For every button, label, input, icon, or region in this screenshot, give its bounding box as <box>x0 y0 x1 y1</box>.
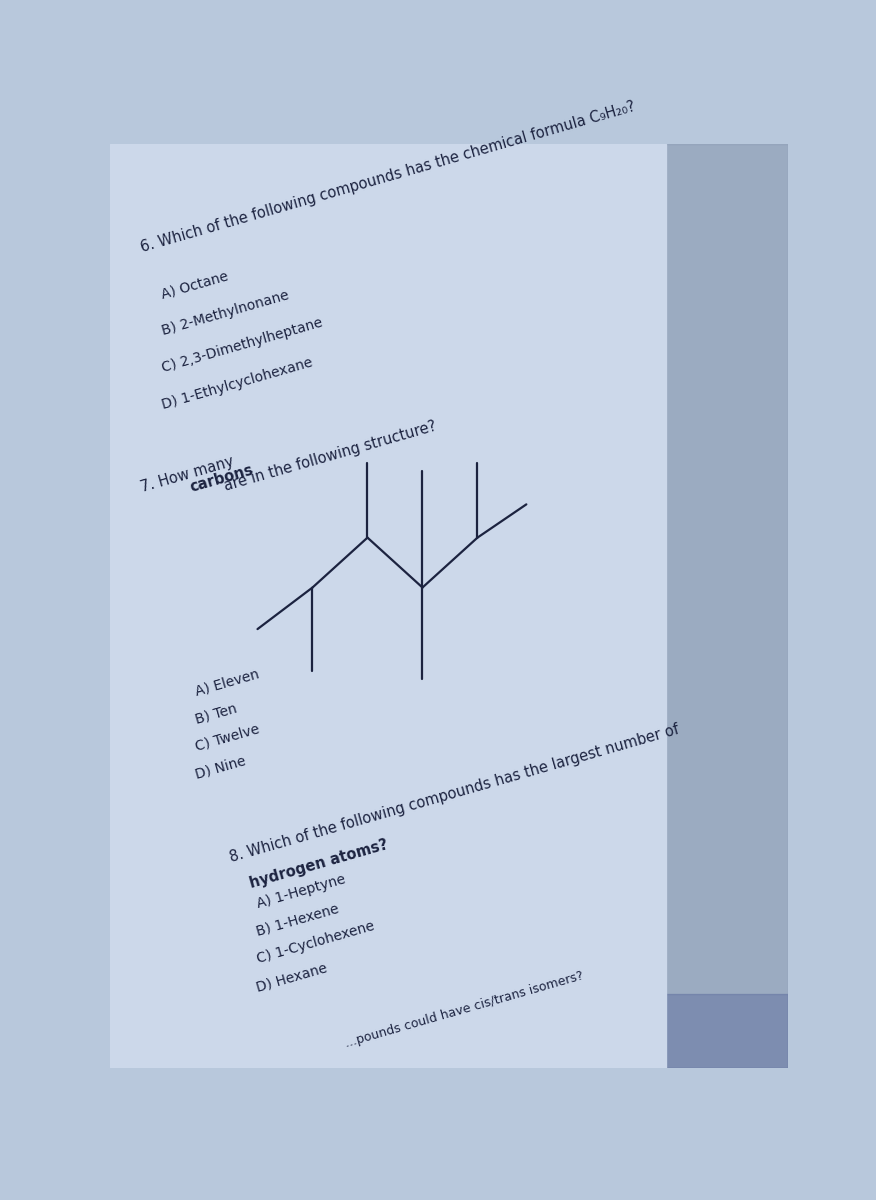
Text: D) Nine: D) Nine <box>194 754 248 781</box>
Polygon shape <box>666 144 788 1068</box>
Text: D) Hexane: D) Hexane <box>255 960 329 994</box>
Text: C) Twelve: C) Twelve <box>194 722 261 754</box>
Text: carbons: carbons <box>188 463 255 496</box>
Text: hydrogen atoms?: hydrogen atoms? <box>248 836 390 890</box>
Text: B) 1-Hexene: B) 1-Hexene <box>255 901 341 938</box>
Text: 7. How many: 7. How many <box>139 452 241 496</box>
Text: A) 1-Heptyne: A) 1-Heptyne <box>255 872 347 911</box>
Text: C) 1-Cyclohexene: C) 1-Cyclohexene <box>255 919 376 966</box>
Text: C) 2,3-Dimethylheptane: C) 2,3-Dimethylheptane <box>160 316 324 374</box>
Text: B) Ten: B) Ten <box>194 701 239 726</box>
Text: A) Eleven: A) Eleven <box>194 667 261 698</box>
Text: are in the following structure?: are in the following structure? <box>218 419 438 496</box>
Text: 8. Which of the following compounds has the largest number of: 8. Which of the following compounds has … <box>228 721 681 865</box>
Text: 6. Which of the following compounds has the chemical formula C₉H₂₀?: 6. Which of the following compounds has … <box>139 98 638 254</box>
Text: A) Octane: A) Octane <box>160 269 230 301</box>
Text: D) 1-Ethylcyclohexane: D) 1-Ethylcyclohexane <box>160 355 314 412</box>
Text: B) 2-Methylnonane: B) 2-Methylnonane <box>160 288 291 338</box>
Polygon shape <box>110 144 666 1068</box>
Text: ...pounds could have cis/trans isomers?: ...pounds could have cis/trans isomers? <box>343 968 585 1050</box>
Polygon shape <box>381 994 788 1068</box>
